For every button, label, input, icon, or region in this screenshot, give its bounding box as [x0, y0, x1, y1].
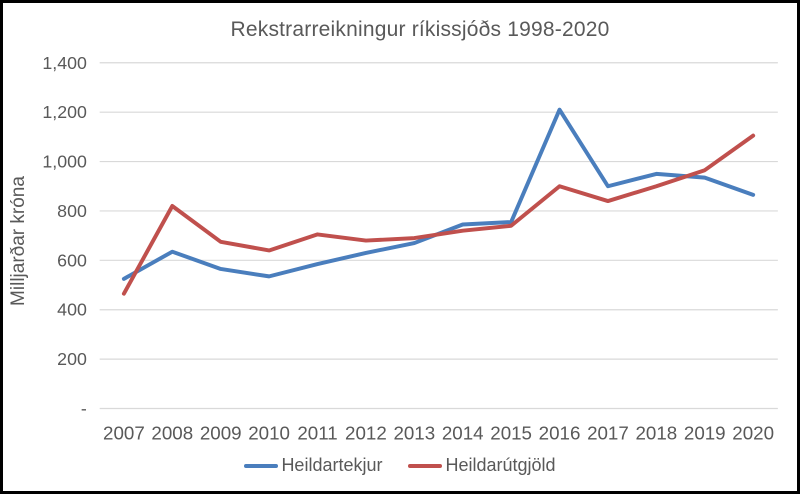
x-tick-label: 2020	[732, 423, 774, 444]
legend-line-swatch	[408, 463, 443, 468]
y-tick-label: -	[81, 399, 87, 419]
x-tick-label: 2010	[248, 423, 290, 444]
y-tick-label: 400	[57, 300, 87, 320]
y-tick-label: 600	[57, 250, 87, 270]
legend-item-heildarútgjöld: Heildarútgjöld	[408, 455, 556, 476]
y-tick-label: 200	[57, 349, 87, 369]
y-tick-label: 1,000	[42, 152, 87, 172]
x-tick-label: 2014	[442, 423, 484, 444]
plot-area: - 200 400 600 800 1,000 1,200 1,400 2007 2008 2009…	[42, 53, 778, 444]
x-tick-label: 2015	[490, 423, 532, 444]
legend-label: Heildarútgjöld	[445, 455, 556, 475]
x-tick-label: 2018	[635, 423, 677, 444]
x-tick-label: 2008	[151, 423, 193, 444]
x-tick-label: 2007	[103, 423, 145, 444]
x-tick-label: 2011	[297, 423, 337, 444]
x-tick-label: 2017	[587, 423, 629, 444]
x-tick-label: 2009	[200, 423, 242, 444]
series-line-heildarútgjöld	[121, 133, 756, 296]
x-tick-label: 2013	[393, 423, 435, 444]
x-tick-label: 2012	[345, 423, 387, 444]
y-tick-label: 1,200	[42, 102, 87, 122]
x-tick-label: 2019	[684, 423, 726, 444]
series-line-heildartekjur	[121, 107, 756, 281]
legend-label: Heildartekjur	[281, 455, 383, 475]
legend-item-heildartekjur: Heildartekjur	[244, 455, 382, 476]
y-tick-label: 1,400	[42, 53, 87, 73]
legend-line-swatch	[244, 463, 279, 468]
legend: Heildartekjur Heildarútgjöld	[3, 455, 797, 476]
y-tick-label: 800	[57, 201, 87, 221]
x-tick-label: 2016	[539, 423, 581, 444]
chart-title: Rekstrarreikningur ríkissjóðs 1998-2020	[230, 18, 610, 41]
